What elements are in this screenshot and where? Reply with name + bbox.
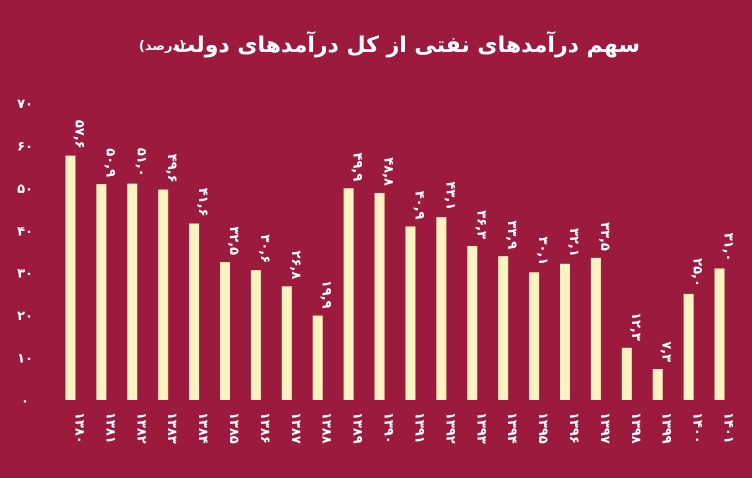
bar bbox=[405, 226, 416, 400]
data-label: ۳۰,۶ bbox=[257, 234, 272, 263]
data-label: ۳۶,۳ bbox=[473, 210, 488, 239]
bar bbox=[189, 223, 200, 400]
x-tick-label: ۱۳۹۴ bbox=[504, 412, 519, 444]
bar bbox=[467, 245, 478, 400]
bar bbox=[65, 155, 76, 400]
x-tick-label: ۱۳۸۸ bbox=[319, 412, 334, 444]
y-tick-label: ۴۰ bbox=[17, 224, 33, 239]
bar bbox=[312, 315, 323, 400]
y-axis: ۰ ۱۰ ۲۰ ۳۰ ۴۰ ۵۰ ۶۰ ۷۰ bbox=[17, 97, 33, 409]
y-tick-label: ۰ bbox=[21, 394, 29, 409]
y-tick-label: ۶۰ bbox=[17, 139, 33, 154]
data-label: ۵۰,۹ bbox=[102, 148, 117, 177]
data-label: ۴۳,۱ bbox=[442, 181, 457, 210]
data-label: ۵۷,۶ bbox=[71, 120, 86, 149]
x-tick-label: ۱۳۹۹ bbox=[659, 412, 674, 444]
x-tick-label: ۱۳۸۴ bbox=[195, 412, 210, 444]
y-tick-label: ۵۰ bbox=[17, 182, 33, 197]
bar bbox=[96, 184, 107, 400]
data-label: ۵۱,۰ bbox=[133, 148, 148, 177]
bar bbox=[158, 189, 169, 400]
data-label: ۴۱,۶ bbox=[195, 188, 210, 217]
bar bbox=[436, 217, 447, 400]
data-label: ۳۱,۰ bbox=[721, 233, 736, 262]
data-label: ۳۳,۵ bbox=[597, 222, 612, 251]
data-label: ۴۸,۸ bbox=[381, 157, 396, 186]
bars-group bbox=[65, 155, 725, 400]
bar bbox=[343, 188, 354, 400]
x-tick-label: ۱۳۸۰ bbox=[71, 412, 86, 444]
x-tick-label: ۱۳۹۵ bbox=[535, 412, 550, 444]
bar bbox=[560, 263, 570, 400]
chart-title: سهم درآمدهای نفتی از کل درآمدهای دولت bbox=[173, 30, 640, 58]
data-label: ۳۰,۱ bbox=[535, 237, 550, 266]
x-tick-label: ۱۳۸۲ bbox=[133, 412, 148, 444]
y-tick-label: ۷۰ bbox=[17, 97, 33, 112]
data-label: ۳۳,۹ bbox=[504, 220, 519, 249]
data-label: ۳۲,۱ bbox=[566, 228, 581, 257]
x-tick-label: ۱۳۸۷ bbox=[288, 412, 303, 444]
bar bbox=[621, 347, 632, 400]
data-label: ۴۹,۹ bbox=[350, 153, 365, 182]
bar bbox=[498, 256, 509, 400]
y-tick-label: ۲۰ bbox=[17, 309, 33, 324]
y-tick-label: ۱۰ bbox=[17, 352, 33, 367]
bar bbox=[374, 192, 385, 400]
data-label: ۴۹,۶ bbox=[164, 154, 179, 183]
value-labels-group: ۵۷,۶ ۵۰,۹ ۵۱,۰ ۴۹,۶ ۴۱,۶ ۳۲,۵ ۳۰,۶ ۲۶,۸ ۱۹,۹ ۴۹,۹… bbox=[71, 120, 735, 362]
y-tick-label: ۳۰ bbox=[17, 267, 33, 282]
x-tick-label: ۱۳۹۷ bbox=[597, 412, 612, 444]
data-label: ۳۲,۵ bbox=[226, 226, 241, 255]
data-label: ۱۲,۳ bbox=[628, 312, 643, 341]
x-tick-label: ۱۳۹۸ bbox=[628, 412, 643, 444]
bar bbox=[127, 183, 138, 400]
x-tick-label: ۱۳۹۰ bbox=[381, 412, 396, 444]
x-tick-label: ۱۳۸۹ bbox=[350, 412, 365, 444]
x-tick-label: ۱۳۸۵ bbox=[226, 412, 241, 444]
bar bbox=[281, 286, 292, 400]
data-label: ۱۹,۹ bbox=[319, 280, 334, 309]
bar bbox=[529, 272, 540, 400]
chart-title-unit: (درصد) bbox=[139, 39, 185, 54]
data-label: ۲۵,۰ bbox=[690, 258, 705, 287]
bar bbox=[683, 293, 694, 400]
bar bbox=[250, 270, 261, 400]
data-label: ۷,۳ bbox=[659, 341, 674, 362]
bar bbox=[590, 257, 601, 400]
bar bbox=[714, 268, 725, 400]
bar bbox=[652, 369, 663, 400]
x-tick-label: ۱۳۸۳ bbox=[164, 412, 179, 444]
data-label: ۴۰,۹ bbox=[411, 191, 426, 220]
x-tick-label: ۱۳۸۶ bbox=[257, 412, 272, 444]
x-tick-label: ۱۳۹۱ bbox=[411, 412, 426, 444]
x-tick-label: ۱۳۹۲ bbox=[442, 412, 457, 444]
data-label: ۲۶,۸ bbox=[288, 251, 303, 280]
bar bbox=[220, 262, 230, 400]
x-tick-label: ۱۴۰۱ bbox=[721, 412, 736, 444]
x-tick-label: ۱۳۹۶ bbox=[566, 412, 581, 444]
x-tick-label: ۱۳۹۳ bbox=[473, 412, 488, 444]
x-axis: ۱۳۸۰ ۱۳۸۱ ۱۳۸۲ ۱۳۸۳ ۱۳۸۴ ۱۳۸۵ ۱۳۸۶ ۱۳۸۷ ۱۳۸۸ ۱۳۸۹… bbox=[71, 412, 735, 444]
x-tick-label: ۱۳۸۱ bbox=[102, 412, 117, 444]
x-tick-label: ۱۴۰۰ bbox=[690, 412, 705, 444]
